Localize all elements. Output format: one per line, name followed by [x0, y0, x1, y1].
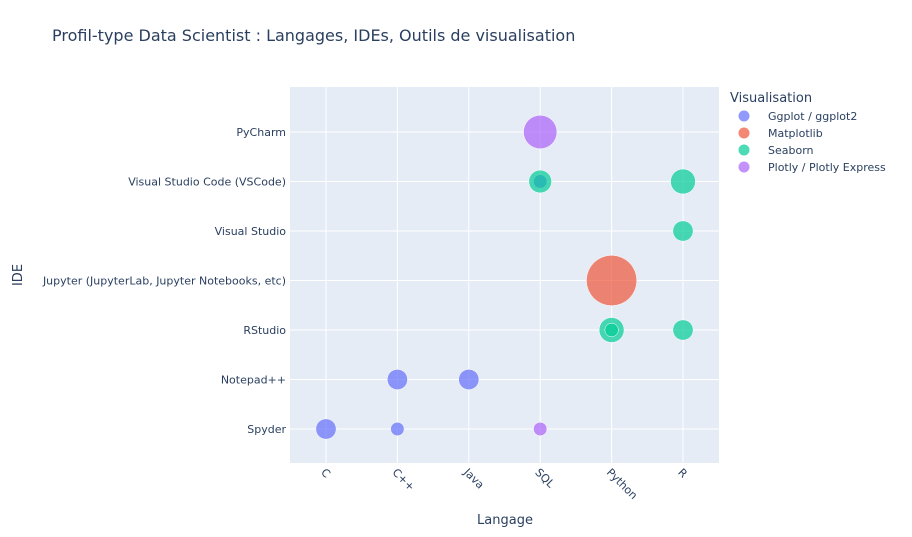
marker-seaborn-4: [604, 322, 619, 338]
marker-ggplot-ggplot2-0: [315, 418, 337, 440]
marker-seaborn-0: [528, 169, 552, 194]
marker-ggplot-ggplot2-3: [458, 369, 480, 390]
legend-items: Ggplot / ggplot2 Matplotlib Seaborn Plotly …: [738, 110, 886, 174]
legend-label: Matplotlib: [768, 127, 823, 140]
legend-title: Visualisation: [730, 91, 812, 106]
x-tick-label: C++: [390, 466, 418, 494]
y-axis-ticks: Spyder Notepad++ RStudio Jupyter (JupyterLa…: [42, 126, 287, 436]
y-tick-label: Visual Studio Code (VSCode): [128, 176, 286, 189]
y-tick-label: RStudio: [243, 324, 286, 337]
x-axis-ticks: C C++ Java SQL Python R: [318, 465, 690, 502]
y-tick-label: Visual Studio: [215, 225, 287, 238]
legend-marker: [738, 110, 750, 122]
legend-marker: [738, 161, 750, 173]
marker-plotly-plotly-express-1: [533, 421, 548, 437]
marker-seaborn-2: [672, 220, 694, 242]
marker-ggplot-ggplot2-2: [386, 369, 408, 390]
x-tick-label: SQL: [532, 466, 557, 491]
marker-plotly-plotly-express-0: [523, 115, 558, 149]
marker-seaborn-1: [670, 168, 696, 195]
legend-marker: [738, 144, 750, 156]
x-tick-label: C: [318, 466, 333, 481]
legend-label: Seaborn: [768, 144, 814, 157]
x-tick-label: R: [675, 466, 690, 481]
y-tick-label: Notepad++: [221, 374, 286, 387]
marker-ggplot-ggplot2-1: [390, 421, 405, 437]
marker-matplotlib-0: [586, 255, 638, 306]
x-tick-label: Python: [604, 466, 640, 502]
y-tick-label: Jupyter (JupyterLab, Jupyter Notebooks, …: [42, 275, 286, 288]
x-axis-title: Langage: [477, 513, 533, 528]
data-markers: [315, 115, 696, 440]
legend: Visualisation Ggplot / ggplot2 Matplotlib…: [730, 91, 886, 174]
x-tick-label: Java: [460, 465, 486, 491]
legend-marker: [738, 127, 750, 139]
y-tick-label: PyCharm: [236, 126, 286, 139]
legend-label: Ggplot / ggplot2: [768, 110, 857, 123]
marker-seaborn-5: [672, 319, 694, 341]
chart-title: Profil-type Data Scientist : Langages, I…: [52, 26, 575, 45]
plot-area: [290, 87, 719, 463]
y-axis-title: IDE: [11, 264, 26, 286]
y-tick-label: Spyder: [247, 423, 286, 436]
legend-label: Plotly / Plotly Express: [768, 161, 886, 174]
